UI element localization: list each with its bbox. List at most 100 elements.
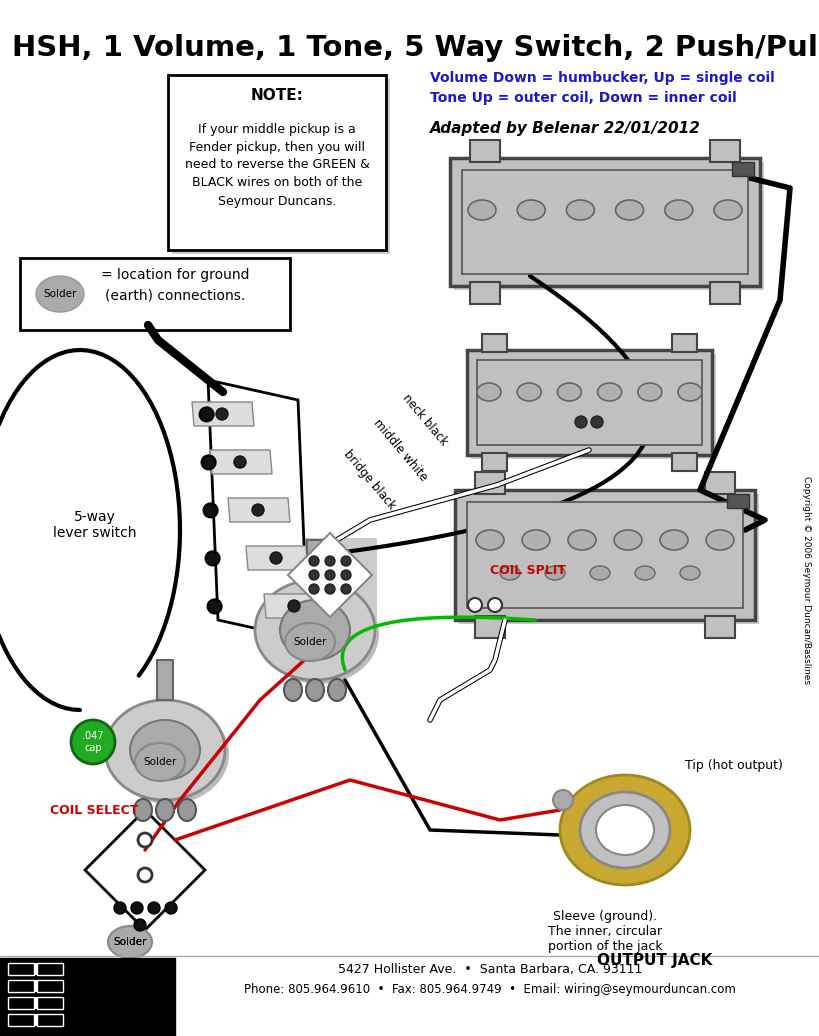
Circle shape [591,416,603,428]
Circle shape [165,902,177,914]
Ellipse shape [255,580,375,680]
Ellipse shape [665,200,693,220]
Ellipse shape [284,679,302,701]
Ellipse shape [545,566,565,580]
Circle shape [201,456,215,469]
Ellipse shape [156,799,174,821]
Text: Phone: 805.964.9610  •  Fax: 805.964.9749  •  Email: wiring@seymourduncan.com: Phone: 805.964.9610 • Fax: 805.964.9749 … [244,983,736,997]
Text: Solder: Solder [293,637,327,648]
Ellipse shape [108,926,152,958]
FancyBboxPatch shape [471,354,716,459]
Circle shape [288,600,300,612]
Ellipse shape [596,805,654,855]
Ellipse shape [285,623,335,661]
FancyBboxPatch shape [467,502,743,608]
Text: = location for ground
(earth) connections.: = location for ground (earth) connection… [101,267,249,303]
Circle shape [325,584,335,594]
Text: Volume Down = humbucker, Up = single coil: Volume Down = humbucker, Up = single coi… [430,71,775,85]
FancyBboxPatch shape [37,997,63,1009]
Ellipse shape [306,679,324,701]
FancyBboxPatch shape [37,963,63,975]
Text: .047
cap: .047 cap [82,731,104,753]
Ellipse shape [616,200,644,220]
FancyBboxPatch shape [157,660,173,700]
FancyBboxPatch shape [172,79,390,254]
Ellipse shape [130,720,200,780]
FancyBboxPatch shape [459,494,759,624]
Circle shape [252,503,264,516]
Text: middle white: middle white [370,416,430,484]
Text: Copyright © 2006 Seymour Duncan/Basslines: Copyright © 2006 Seymour Duncan/Bassline… [802,476,811,684]
Text: Solder: Solder [143,757,177,767]
Text: bridge black: bridge black [342,448,399,512]
Text: Solder: Solder [43,289,77,299]
Circle shape [234,456,246,468]
FancyBboxPatch shape [307,540,323,580]
Circle shape [200,407,214,422]
FancyBboxPatch shape [477,359,702,445]
Ellipse shape [259,584,379,684]
Circle shape [341,584,351,594]
Text: NOTE:: NOTE: [251,88,303,104]
Ellipse shape [678,383,702,401]
FancyBboxPatch shape [8,1014,34,1026]
Circle shape [204,503,218,517]
Ellipse shape [468,200,496,220]
Circle shape [270,552,282,564]
FancyBboxPatch shape [727,494,749,508]
Ellipse shape [135,743,185,781]
FancyBboxPatch shape [462,170,748,274]
Polygon shape [210,450,272,474]
Ellipse shape [635,566,655,580]
Ellipse shape [105,700,225,800]
FancyBboxPatch shape [8,963,34,975]
Ellipse shape [660,530,688,550]
FancyBboxPatch shape [8,963,63,975]
Text: Tone Up = outer coil, Down = inner coil: Tone Up = outer coil, Down = inner coil [430,91,737,105]
Text: neck black: neck black [400,392,450,449]
FancyBboxPatch shape [8,1014,63,1026]
FancyBboxPatch shape [20,258,290,330]
Circle shape [114,902,126,914]
Circle shape [71,720,115,764]
Text: Tip (hot output): Tip (hot output) [685,758,783,772]
Text: OUTPUT JACK: OUTPUT JACK [597,952,713,968]
FancyBboxPatch shape [672,334,697,352]
Circle shape [148,902,160,914]
Circle shape [575,416,587,428]
Ellipse shape [558,383,581,401]
FancyBboxPatch shape [8,997,63,1009]
Ellipse shape [178,799,196,821]
Ellipse shape [560,775,690,885]
Text: Solder: Solder [113,937,147,947]
Ellipse shape [36,276,84,312]
FancyBboxPatch shape [672,453,697,471]
Circle shape [207,600,222,613]
Ellipse shape [518,200,545,220]
FancyBboxPatch shape [37,980,63,992]
Ellipse shape [580,792,670,868]
FancyBboxPatch shape [168,75,386,250]
FancyBboxPatch shape [705,616,735,638]
Text: HSH, 1 Volume, 1 Tone, 5 Way Switch, 2 Push/Pull: HSH, 1 Volume, 1 Tone, 5 Way Switch, 2 P… [12,34,819,62]
Circle shape [325,556,335,566]
Ellipse shape [568,530,596,550]
Circle shape [325,570,335,580]
Text: Adapted by Belenar 22/01/2012: Adapted by Belenar 22/01/2012 [430,120,701,136]
Ellipse shape [567,200,595,220]
Circle shape [134,919,146,931]
Ellipse shape [134,799,152,821]
FancyBboxPatch shape [710,140,740,162]
Circle shape [206,551,219,566]
Circle shape [309,584,319,594]
Text: Duncan: Duncan [73,984,163,1004]
FancyBboxPatch shape [470,282,500,304]
FancyBboxPatch shape [0,958,175,1036]
Circle shape [341,556,351,566]
Text: COIL SPLIT: COIL SPLIT [490,564,566,576]
Circle shape [468,598,482,612]
FancyBboxPatch shape [455,490,755,620]
FancyBboxPatch shape [705,472,735,494]
Text: Seymour: Seymour [74,963,162,981]
Ellipse shape [598,383,622,401]
